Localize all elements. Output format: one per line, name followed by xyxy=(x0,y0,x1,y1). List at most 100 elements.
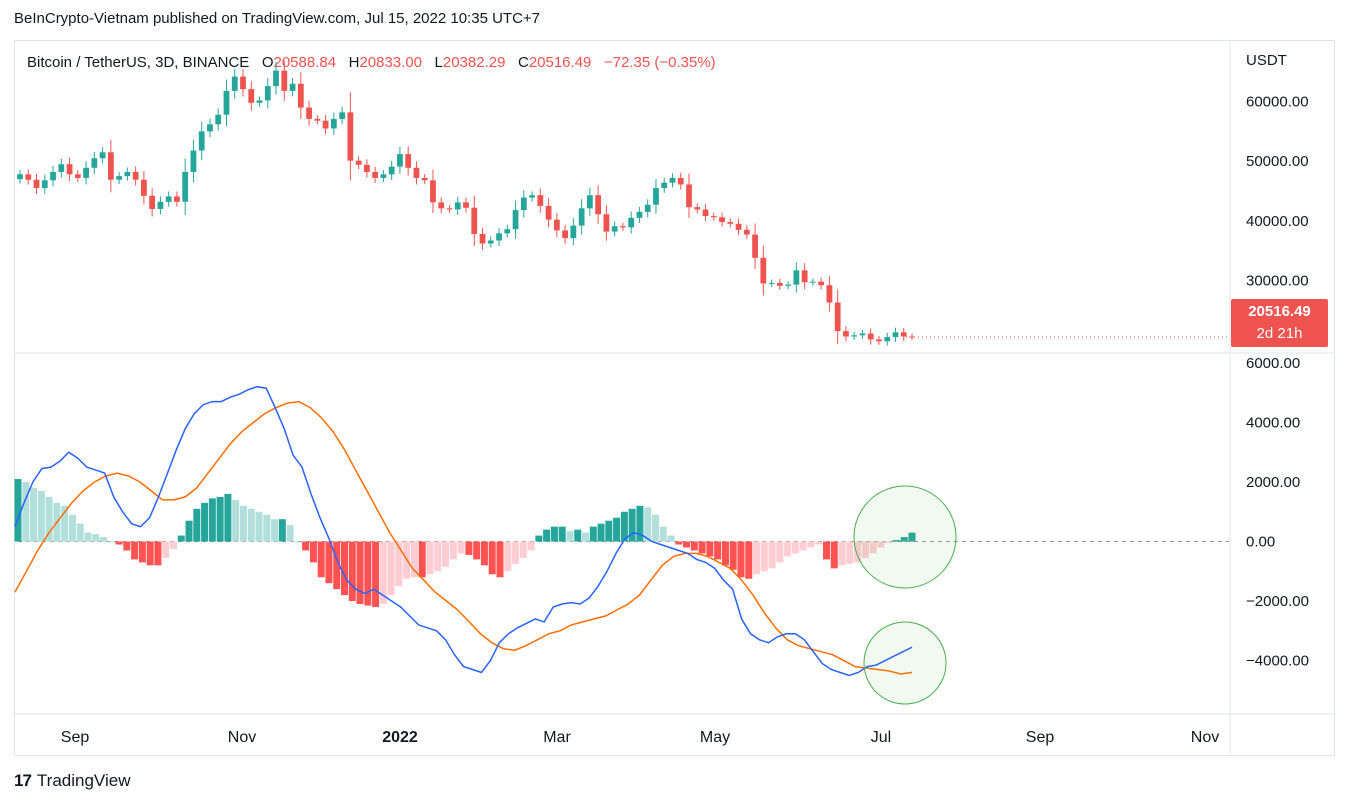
macd-histogram-bar xyxy=(636,505,644,542)
candle-body xyxy=(256,100,263,103)
candle-body xyxy=(504,229,511,234)
candle-body xyxy=(785,284,792,286)
macd-tick-label: 0.00 xyxy=(1246,534,1275,551)
macd-histogram-bar xyxy=(426,541,434,575)
price-tick-label: 40000.00 xyxy=(1246,213,1309,230)
macd-histogram-bar xyxy=(449,541,457,560)
macd-histogram-bar xyxy=(535,535,543,542)
macd-histogram-bar xyxy=(543,529,551,542)
candle-body xyxy=(355,160,362,165)
macd-histogram-bar xyxy=(68,514,76,542)
macd-histogram-bar xyxy=(379,541,387,605)
candle-body xyxy=(223,90,230,115)
currency-label: USDT xyxy=(1246,52,1287,69)
macd-histogram-bar xyxy=(115,541,123,545)
candle-body xyxy=(661,182,668,189)
macd-histogram-bar xyxy=(753,541,761,575)
time-tick-label: May xyxy=(700,729,730,746)
macd-histogram-bar xyxy=(721,541,729,566)
macd-histogram-bar xyxy=(255,511,263,542)
macd-histogram-bar xyxy=(729,541,737,570)
candle-body xyxy=(182,171,189,202)
candle-body xyxy=(339,112,346,119)
macd-histogram-bar xyxy=(698,541,706,554)
candle-body xyxy=(851,335,858,337)
candle-body xyxy=(149,195,156,209)
macd-histogram-bar xyxy=(201,502,209,542)
candle-body xyxy=(603,214,610,232)
macd-histogram-bar xyxy=(465,541,473,555)
candle-body xyxy=(520,197,527,211)
macd-tick-label: 6000.00 xyxy=(1246,355,1300,372)
macd-histogram-bar xyxy=(107,541,115,543)
macd-histogram-bar xyxy=(683,541,691,548)
macd-histogram-bar xyxy=(418,541,426,578)
candle-body xyxy=(140,179,147,196)
candle-body xyxy=(876,339,882,342)
macd-histogram-bar xyxy=(900,537,908,542)
candle-body xyxy=(215,114,222,125)
macd-histogram-bar xyxy=(675,541,683,545)
tradingview-logo-icon: 17 xyxy=(14,771,32,790)
price-tick-label: 30000.00 xyxy=(1246,272,1309,289)
macd-histogram-bar xyxy=(317,541,325,578)
macd-histogram-bar xyxy=(488,541,496,575)
macd-pane xyxy=(14,385,1229,705)
candle-body xyxy=(760,257,767,284)
macd-histogram-bar xyxy=(822,541,830,560)
candle-body xyxy=(372,171,379,178)
macd-histogram-bar xyxy=(193,508,201,542)
time-tick-label: 2022 xyxy=(382,729,418,746)
macd-histogram-bar xyxy=(138,541,146,563)
candle-body xyxy=(306,107,312,119)
candle-body xyxy=(801,270,808,283)
candle-body xyxy=(174,196,180,202)
candle-body xyxy=(562,230,569,239)
macd-histogram-bar xyxy=(869,541,877,554)
candle-body xyxy=(207,124,213,132)
candle-body xyxy=(892,332,899,338)
candle-body xyxy=(735,223,742,230)
candle-body xyxy=(620,226,626,228)
candle-body xyxy=(595,195,602,215)
macd-histogram-bar xyxy=(294,541,302,543)
candle-body xyxy=(25,174,32,180)
last-price-value: 20516.49 xyxy=(1248,303,1311,320)
candle-body xyxy=(405,154,412,168)
macd-tick-label: −2000.00 xyxy=(1246,593,1309,610)
macd-histogram-bar xyxy=(527,541,535,551)
chart-frame xyxy=(14,40,1335,756)
candle-body xyxy=(686,184,692,208)
macd-tick-label: 2000.00 xyxy=(1246,474,1300,491)
macd-histogram-bar xyxy=(37,490,45,542)
candle-body xyxy=(289,83,296,91)
candle-body xyxy=(859,333,866,336)
macd-histogram-bar xyxy=(309,541,317,563)
macd-histogram-bar xyxy=(550,526,558,542)
candle-body xyxy=(768,282,775,284)
candle-body xyxy=(644,204,651,212)
macd-tick-label: −4000.00 xyxy=(1246,653,1309,670)
candle-body xyxy=(776,282,783,286)
low-label: L xyxy=(434,54,443,71)
axes: 30000.00 40000.00 50000.00 60000.00 6000.00 4… xyxy=(14,40,1335,756)
candle-body xyxy=(165,196,172,202)
time-tick-label: Mar xyxy=(543,729,571,746)
macd-histogram-bar xyxy=(768,541,776,569)
candle-body xyxy=(719,217,725,223)
candle-body xyxy=(537,195,544,206)
candle-body xyxy=(636,211,643,218)
macd-histogram-bar xyxy=(208,498,216,542)
macd-histogram-bar xyxy=(286,525,294,542)
signal-line xyxy=(14,400,913,675)
candle-body xyxy=(273,70,279,87)
macd-histogram-bar xyxy=(581,532,589,542)
macd-histogram-bar xyxy=(791,541,799,554)
macd-histogram-bar xyxy=(846,541,854,564)
time-tick-label: Jul xyxy=(871,729,891,746)
macd-tick-label: 4000.00 xyxy=(1246,414,1300,431)
footer-brand[interactable]: 17 TradingView xyxy=(14,771,130,791)
open-value: 20588.84 xyxy=(273,54,337,71)
macd-histogram-bar xyxy=(14,479,22,542)
